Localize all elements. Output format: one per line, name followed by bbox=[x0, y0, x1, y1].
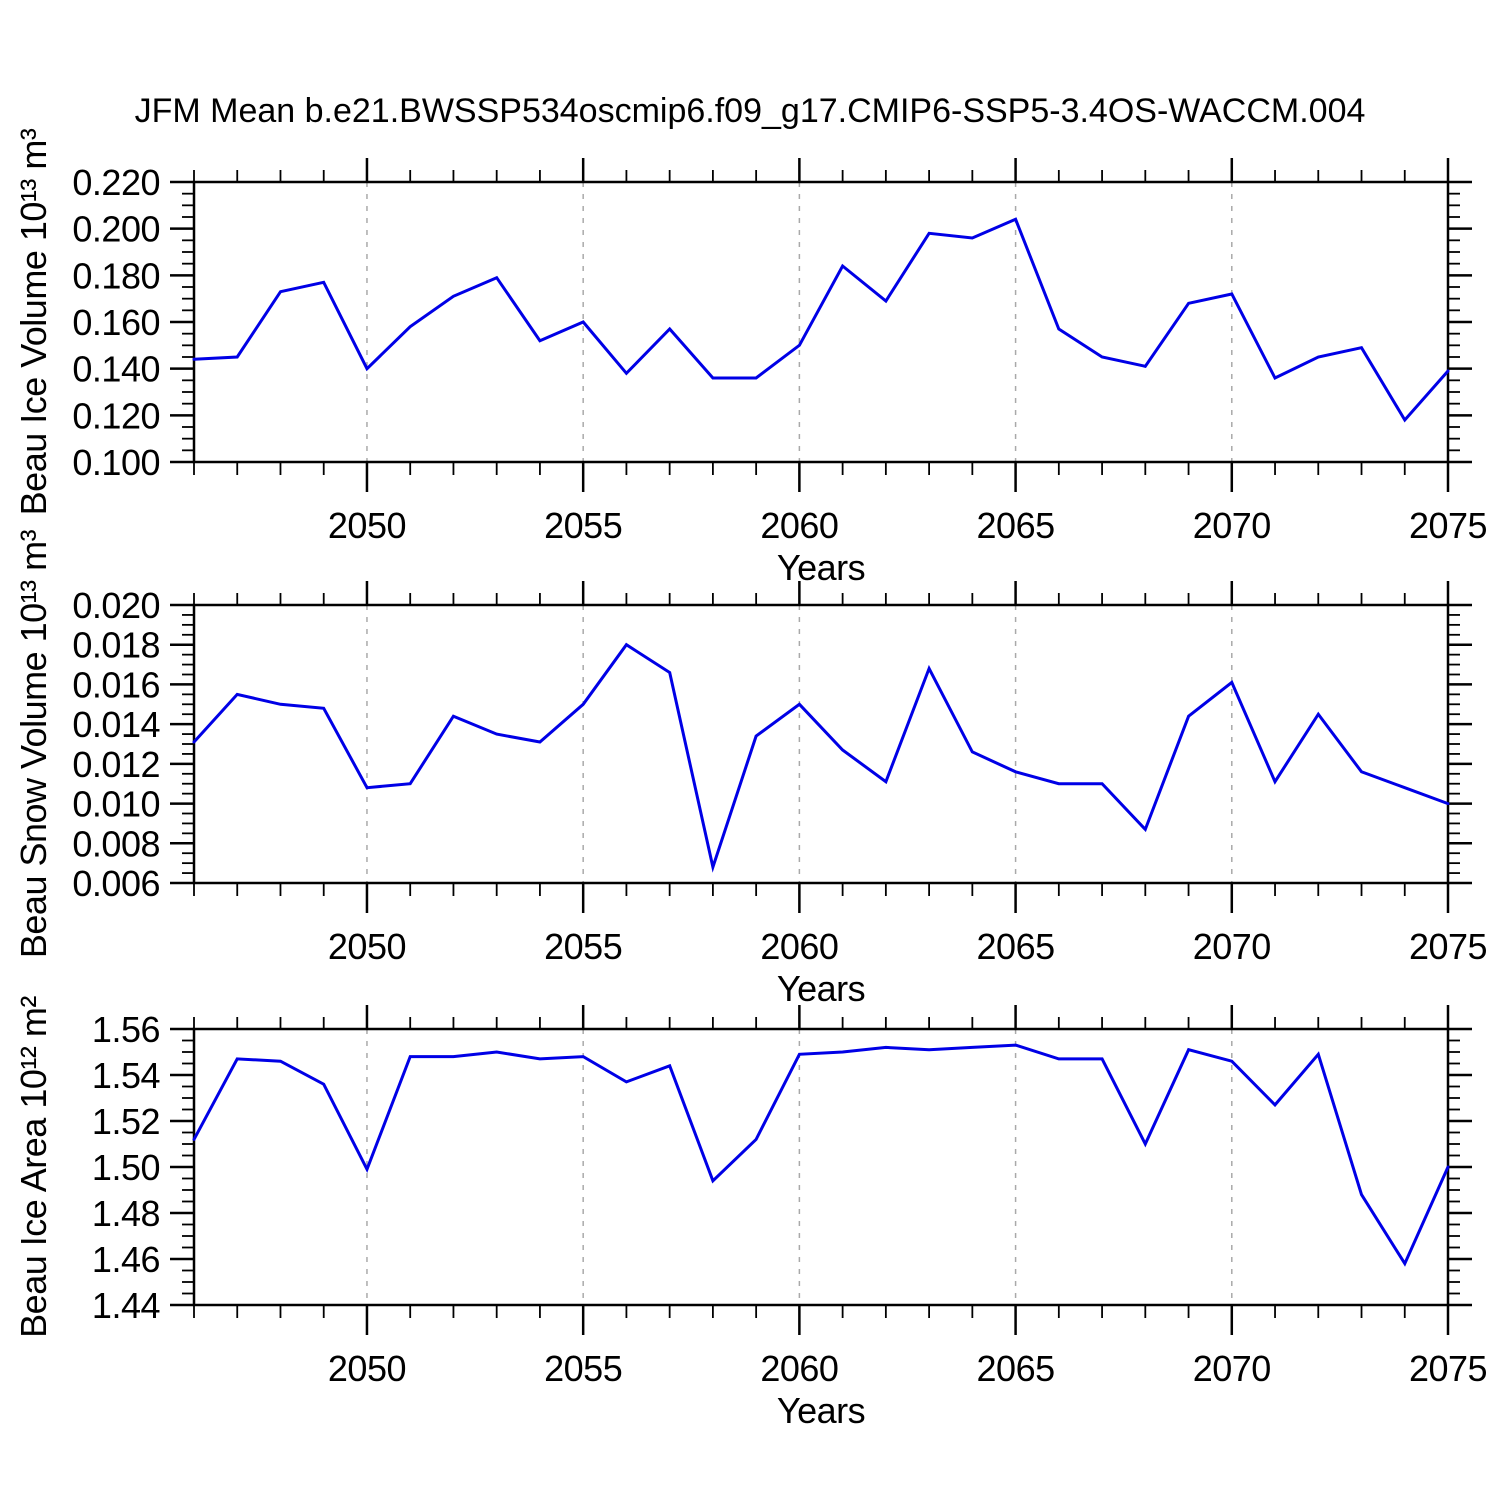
x-tick-label: 2055 bbox=[544, 505, 622, 546]
x-tick-label: 2070 bbox=[1193, 926, 1271, 967]
y-tick-label: 0.018 bbox=[72, 625, 160, 666]
ylabel-beau-ice-area: Beau Ice Area 10¹² m² bbox=[13, 996, 54, 1338]
y-tick-label: 0.160 bbox=[72, 302, 160, 343]
x-tick-label: 2065 bbox=[977, 505, 1055, 546]
x-tick-label: 2065 bbox=[977, 926, 1055, 967]
y-tick-label: 1.50 bbox=[92, 1147, 160, 1188]
y-tick-label: 1.56 bbox=[92, 1009, 160, 1050]
beau-ice-volume-line bbox=[192, 217, 1450, 423]
x-tick-label: 2060 bbox=[760, 505, 838, 546]
y-tick-label: 1.52 bbox=[92, 1101, 160, 1142]
y-tick-label: 0.006 bbox=[72, 863, 160, 904]
y-tick-label: 0.008 bbox=[72, 823, 160, 864]
plot-border bbox=[192, 1027, 1450, 1307]
xlabel-beau-ice-area: Years bbox=[777, 1390, 865, 1431]
x-tick-label: 2055 bbox=[544, 926, 622, 967]
y-tick-label: 0.180 bbox=[72, 255, 160, 296]
panel-beau-ice-volume: 0.100 0.120 0.140 0.160 0.180 0.200 0.220 2050 2… bbox=[13, 128, 1488, 588]
beau-snow-volume-plot: 0.0060.0080.0100.0120.0140.0160.0180.020… bbox=[72, 581, 1488, 967]
x-tick-label: 2065 bbox=[977, 1348, 1055, 1389]
y-tick-label: 1.54 bbox=[92, 1055, 160, 1096]
x-tick-label: 2075 bbox=[1409, 1348, 1487, 1389]
plot-border bbox=[192, 603, 1450, 885]
beau-ice-area-line bbox=[192, 1043, 1450, 1267]
y-tick-label: 0.220 bbox=[72, 162, 160, 203]
panel-beau-snow-volume: 0.0060.0080.0100.0120.0140.0160.0180.020… bbox=[13, 529, 1488, 1009]
y-tick-label: 1.48 bbox=[92, 1193, 160, 1234]
beau-ice-area-plot: 1.44 1.46 1.48 1.50 1.52 1.54 1.56 2050 2055 2060… bbox=[92, 1005, 1488, 1389]
x-tick-label: 2075 bbox=[1409, 505, 1487, 546]
x-tick-label: 2070 bbox=[1193, 505, 1271, 546]
x-tick-label: 2060 bbox=[760, 926, 838, 967]
x-tick-label: 2055 bbox=[544, 1348, 622, 1389]
y-tick-label: 0.140 bbox=[72, 349, 160, 390]
chart-title: JFM Mean b.e21.BWSSP534oscmip6.f09_g17.C… bbox=[135, 92, 1366, 130]
ylabel-beau-snow-volume: Beau Snow Volume 10¹³ m³ bbox=[13, 529, 54, 958]
y-tick-label: 0.100 bbox=[72, 442, 160, 483]
y-tick-label: 0.010 bbox=[72, 784, 160, 825]
xlabel-beau-ice-volume: Years bbox=[777, 547, 865, 588]
y-tick-label: 1.44 bbox=[92, 1285, 160, 1326]
y-tick-label: 1.46 bbox=[92, 1239, 160, 1280]
x-tick-label: 2075 bbox=[1409, 926, 1487, 967]
xlabel-beau-snow-volume: Years bbox=[777, 968, 865, 1009]
y-tick-label: 0.016 bbox=[72, 664, 160, 705]
x-tick-label: 2050 bbox=[328, 926, 406, 967]
x-tick-label: 2060 bbox=[760, 1348, 838, 1389]
beau-snow-volume-line bbox=[192, 642, 1450, 873]
ylabel-beau-ice-volume: Beau Ice Volume 10¹³ m³ bbox=[13, 128, 54, 515]
y-tick-label: 0.014 bbox=[72, 704, 160, 745]
beau-ice-volume-plot: 0.100 0.120 0.140 0.160 0.180 0.200 0.220 2050 2… bbox=[72, 158, 1488, 546]
x-tick-label: 2070 bbox=[1193, 1348, 1271, 1389]
plot-border bbox=[192, 180, 1450, 464]
panel-beau-ice-area: 1.44 1.46 1.48 1.50 1.52 1.54 1.56 2050 2055 2060… bbox=[13, 996, 1488, 1431]
y-tick-label: 0.120 bbox=[72, 395, 160, 436]
x-tick-label: 2050 bbox=[328, 505, 406, 546]
y-tick-label: 0.200 bbox=[72, 209, 160, 250]
x-tick-label: 2050 bbox=[328, 1348, 406, 1389]
y-tick-label: 0.020 bbox=[72, 585, 160, 626]
y-tick-label: 0.012 bbox=[72, 744, 160, 785]
